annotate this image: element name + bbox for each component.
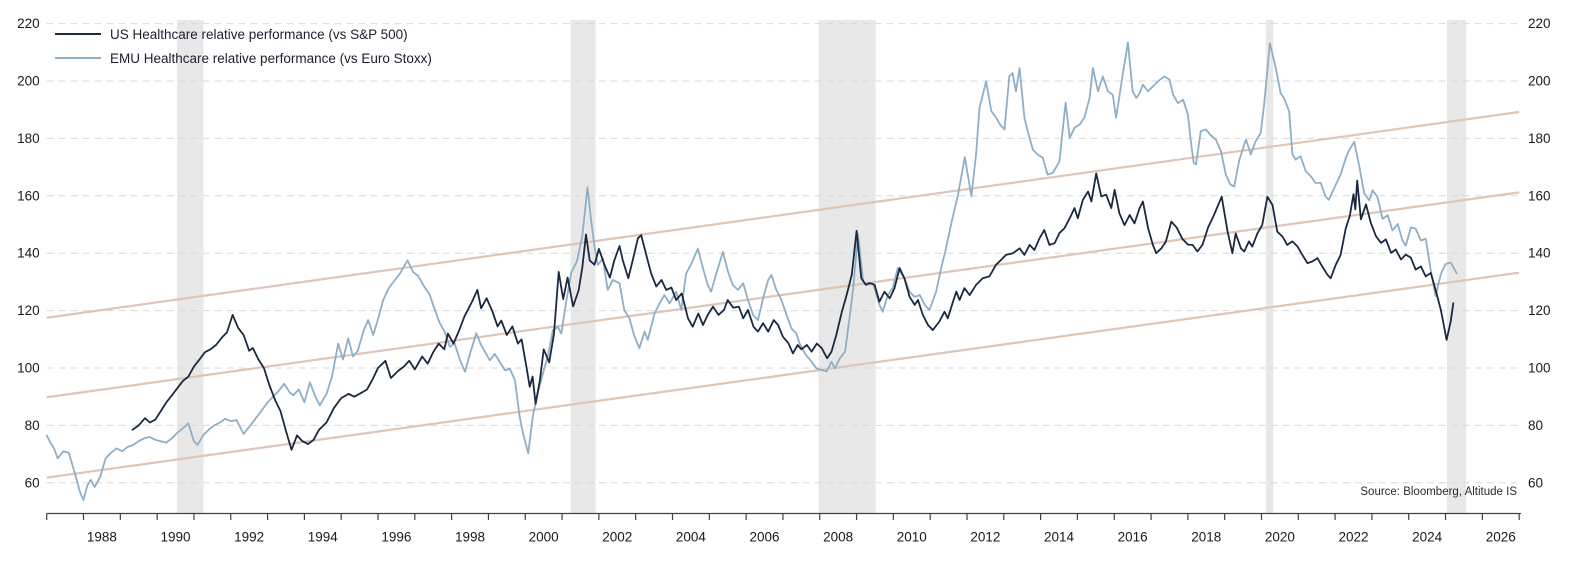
x-axis-label-2024: 2024 [1412, 530, 1443, 545]
y-axis-label-left-200: 200 [17, 74, 40, 89]
y-axis-label-right-120: 120 [1528, 303, 1551, 318]
x-axis-label-1998: 1998 [455, 530, 485, 545]
chart-legend: US Healthcare relative performance (vs S… [55, 22, 432, 70]
y-axis-label-right-140: 140 [1528, 246, 1551, 261]
y-axis-label-left-100: 100 [17, 361, 40, 376]
series-line-emu [45, 41, 1458, 501]
legend-label-emu: EMU Healthcare relative performance (vs … [110, 50, 432, 66]
trend-line-lower [46, 271, 1520, 479]
legend-item-us: US Healthcare relative performance (vs S… [55, 22, 432, 46]
y-axis-label-right-200: 200 [1528, 74, 1551, 89]
x-axis-label-2012: 2012 [970, 530, 1000, 545]
x-axis-label-2022: 2022 [1338, 530, 1368, 545]
emu-line-swatch-icon [55, 57, 101, 59]
us-line-swatch-icon [55, 33, 101, 35]
trend-line-upper [46, 110, 1520, 319]
y-axis-label-left-180: 180 [17, 131, 40, 146]
x-axis-label-1990: 1990 [161, 530, 191, 545]
y-axis-label-left-220: 220 [17, 16, 40, 31]
x-axis-label-2004: 2004 [676, 530, 707, 545]
x-axis-label-1996: 1996 [381, 530, 411, 545]
trend-line-middle [46, 191, 1520, 399]
series-line-us [131, 172, 1455, 451]
legend-item-emu: EMU Healthcare relative performance (vs … [55, 46, 432, 70]
y-axis-label-right-60: 60 [1528, 475, 1543, 490]
x-axis-label-2000: 2000 [529, 530, 559, 545]
source-note: Source: Bloomberg, Altitude IS [1360, 486, 1517, 498]
y-axis-label-right-80: 80 [1528, 418, 1543, 433]
x-axis-label-1988: 1988 [87, 530, 117, 545]
y-axis-label-right-160: 160 [1528, 188, 1551, 203]
y-axis-label-right-220: 220 [1528, 16, 1551, 31]
recession-band-recession-1990-91 [177, 20, 204, 514]
recession-band-highlight-2025 [1447, 20, 1467, 514]
y-axis-label-right-100: 100 [1528, 361, 1551, 376]
x-axis-label-1992: 1992 [234, 530, 264, 545]
y-axis-label-left-80: 80 [25, 418, 40, 433]
x-axis-label-2016: 2016 [1118, 530, 1148, 545]
y-axis-label-left-120: 120 [17, 303, 40, 318]
y-axis-label-left-140: 140 [17, 246, 40, 261]
y-axis-label-left-160: 160 [17, 188, 40, 203]
legend-label-us: US Healthcare relative performance (vs S… [110, 26, 408, 42]
x-axis-label-2008: 2008 [823, 530, 853, 545]
x-axis-label-2010: 2010 [897, 530, 927, 545]
x-axis-label-2014: 2014 [1044, 530, 1075, 545]
recession-band-recession-2020 [1265, 20, 1274, 514]
x-axis-label-2002: 2002 [602, 530, 632, 545]
x-axis-label-1994: 1994 [308, 530, 339, 545]
y-axis-label-right-180: 180 [1528, 131, 1551, 146]
x-axis-label-2020: 2020 [1265, 530, 1295, 545]
x-axis-label-2006: 2006 [750, 530, 780, 545]
x-axis-label-2018: 2018 [1191, 530, 1221, 545]
y-axis-label-left-60: 60 [25, 475, 40, 490]
recession-band-recession-2008-09 [818, 20, 876, 514]
x-axis-label-2026: 2026 [1486, 530, 1516, 545]
